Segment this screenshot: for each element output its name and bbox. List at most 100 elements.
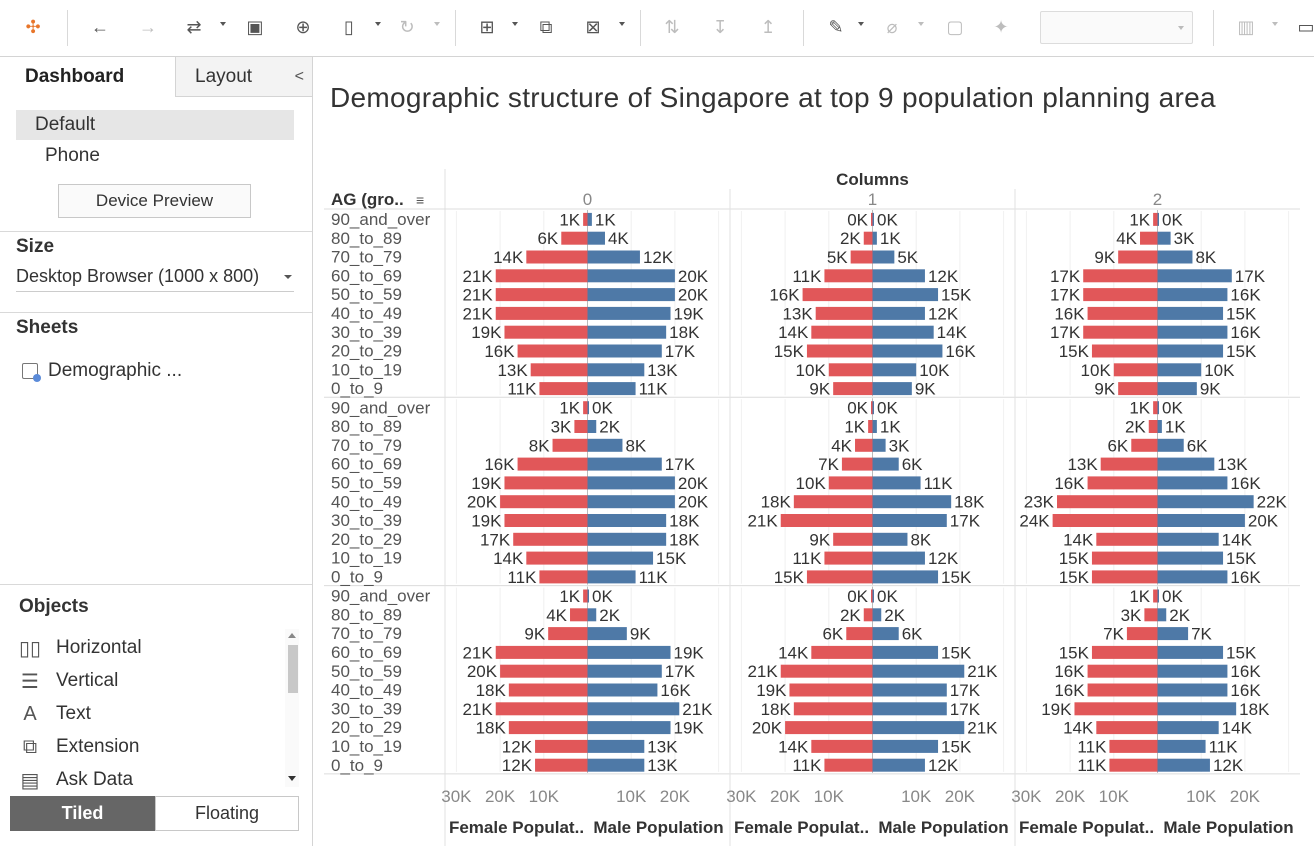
male-value-label: 2K [599,418,620,437]
male-value-label: 21K [967,662,998,681]
male-bar [1157,495,1254,509]
show-me-icon[interactable]: ▥ [1237,16,1255,37]
age-group-label: 60_to_69 [331,643,402,662]
tableau-logo-icon[interactable]: ✣ [25,16,41,37]
pin-icon[interactable]: ✦ [993,16,1009,37]
male-value-label: 15K [1226,304,1257,323]
object-ask-data[interactable]: ▤ Ask Data [18,765,134,795]
collapse-icon[interactable]: < [294,68,304,85]
female-bar [1153,212,1158,226]
male-bar [587,514,667,527]
pause-updates-icon[interactable]: ▯ [344,16,354,37]
female-bar [828,363,873,377]
text-icon: A [23,702,37,725]
size-select[interactable]: Desktop Browser (1000 x 800) [16,264,294,292]
female-axis-tick: 30K [726,787,757,806]
male-value-label: 16K [1230,662,1261,681]
device-phone[interactable]: Phone [45,145,100,166]
male-value-label: 16K [1230,286,1261,305]
swap-icon[interactable]: ⇅ [664,16,680,37]
refresh-dropdown-icon[interactable] [434,22,440,26]
male-bar [587,250,640,264]
male-bar [1157,702,1237,716]
male-bar [872,702,947,716]
undo-icon[interactable]: ← [91,16,109,37]
object-label: Text [56,703,91,724]
highlight-icon[interactable]: ✎ [828,16,844,37]
presentation-icon[interactable]: ▭ [1297,16,1314,37]
male-value-label: 0K [592,399,613,418]
scroll-thumb[interactable] [288,645,298,693]
male-bar [587,401,589,415]
refresh-icon[interactable]: ↻ [399,16,415,37]
clear-dropdown-icon[interactable] [619,22,625,26]
group-icon[interactable]: ⌀ [886,16,898,37]
sort-ascending-icon[interactable]: ↧ [712,16,728,37]
floating-button[interactable]: Floating [155,796,299,831]
new-worksheet-icon[interactable]: ⊞ [479,16,495,37]
pause-dropdown-icon[interactable] [375,22,381,26]
dashboard-canvas: Demographic structure of Singapore at to… [313,57,1314,846]
female-bar [1091,570,1158,584]
female-axis-title: Female Populat.. [1019,818,1154,837]
male-bar [587,627,627,641]
male-bar [587,382,636,396]
age-group-label: 40_to_49 [331,304,402,323]
object-extension[interactable]: ⧉ Extension [18,732,140,762]
female-bar [1091,551,1158,565]
female-bar [815,306,873,320]
female-value-label: 19K [471,512,502,531]
female-value-label: 14K [778,323,809,342]
scroll-down-icon[interactable] [288,776,296,781]
new-worksheet-dropdown-icon[interactable] [512,22,518,26]
male-bar [872,514,947,527]
female-bar [1083,288,1158,302]
male-bar [872,363,917,377]
device-default[interactable]: Default [16,110,294,140]
replay-icon[interactable]: ⇄ [186,16,202,37]
columns-header: Columns [836,170,909,189]
tab-dashboard[interactable]: Dashboard [25,66,125,87]
female-bar [1109,739,1158,753]
sort-descending-icon[interactable]: ↥ [760,16,776,37]
tiled-button[interactable]: Tiled [10,796,155,831]
duplicate-icon[interactable]: ⧉ [539,16,553,37]
device-preview-button[interactable]: Device Preview [58,184,251,218]
male-bar [1157,758,1210,772]
female-value-label: 5K [827,248,848,267]
clear-sheet-icon[interactable]: ⊠ [585,16,601,37]
female-bar [1153,401,1158,415]
female-bar [868,420,873,433]
male-axis-tick: 10K [616,787,647,806]
male-bar [1157,551,1224,565]
label-icon[interactable]: ▢ [946,16,964,37]
male-value-label: 20K [678,267,709,286]
replay-dropdown-icon[interactable] [220,22,226,26]
objects-scrollbar[interactable] [285,629,299,787]
object-text[interactable]: A Text [18,699,91,729]
fit-dropdown[interactable] [1040,11,1193,44]
object-horizontal[interactable]: ▯▯ Horizontal [18,633,142,663]
save-icon[interactable]: ▣ [246,16,264,37]
group-dropdown-icon[interactable] [918,22,924,26]
female-bar [500,664,588,678]
female-value-label: 14K [1063,530,1094,549]
male-bar [872,344,943,358]
toolbar-separator [803,10,804,46]
female-value-label: 15K [774,568,805,587]
scroll-up-icon[interactable] [288,633,296,638]
highlight-dropdown-icon[interactable] [858,22,864,26]
tab-layout[interactable]: Layout < [175,57,312,97]
sheet-item[interactable]: Demographic ... [22,357,182,385]
toolbar-separator [1213,10,1214,46]
female-bar [780,664,873,678]
female-bar [828,476,873,490]
female-value-label: 11K [792,267,822,286]
redo-icon[interactable]: → [139,16,157,37]
show-me-dropdown-icon[interactable] [1272,22,1278,26]
object-vertical[interactable]: ☰ Vertical [18,666,118,696]
object-label: Extension [56,736,140,757]
new-datasource-icon[interactable]: ⊕ [295,16,311,37]
divider [0,584,312,585]
